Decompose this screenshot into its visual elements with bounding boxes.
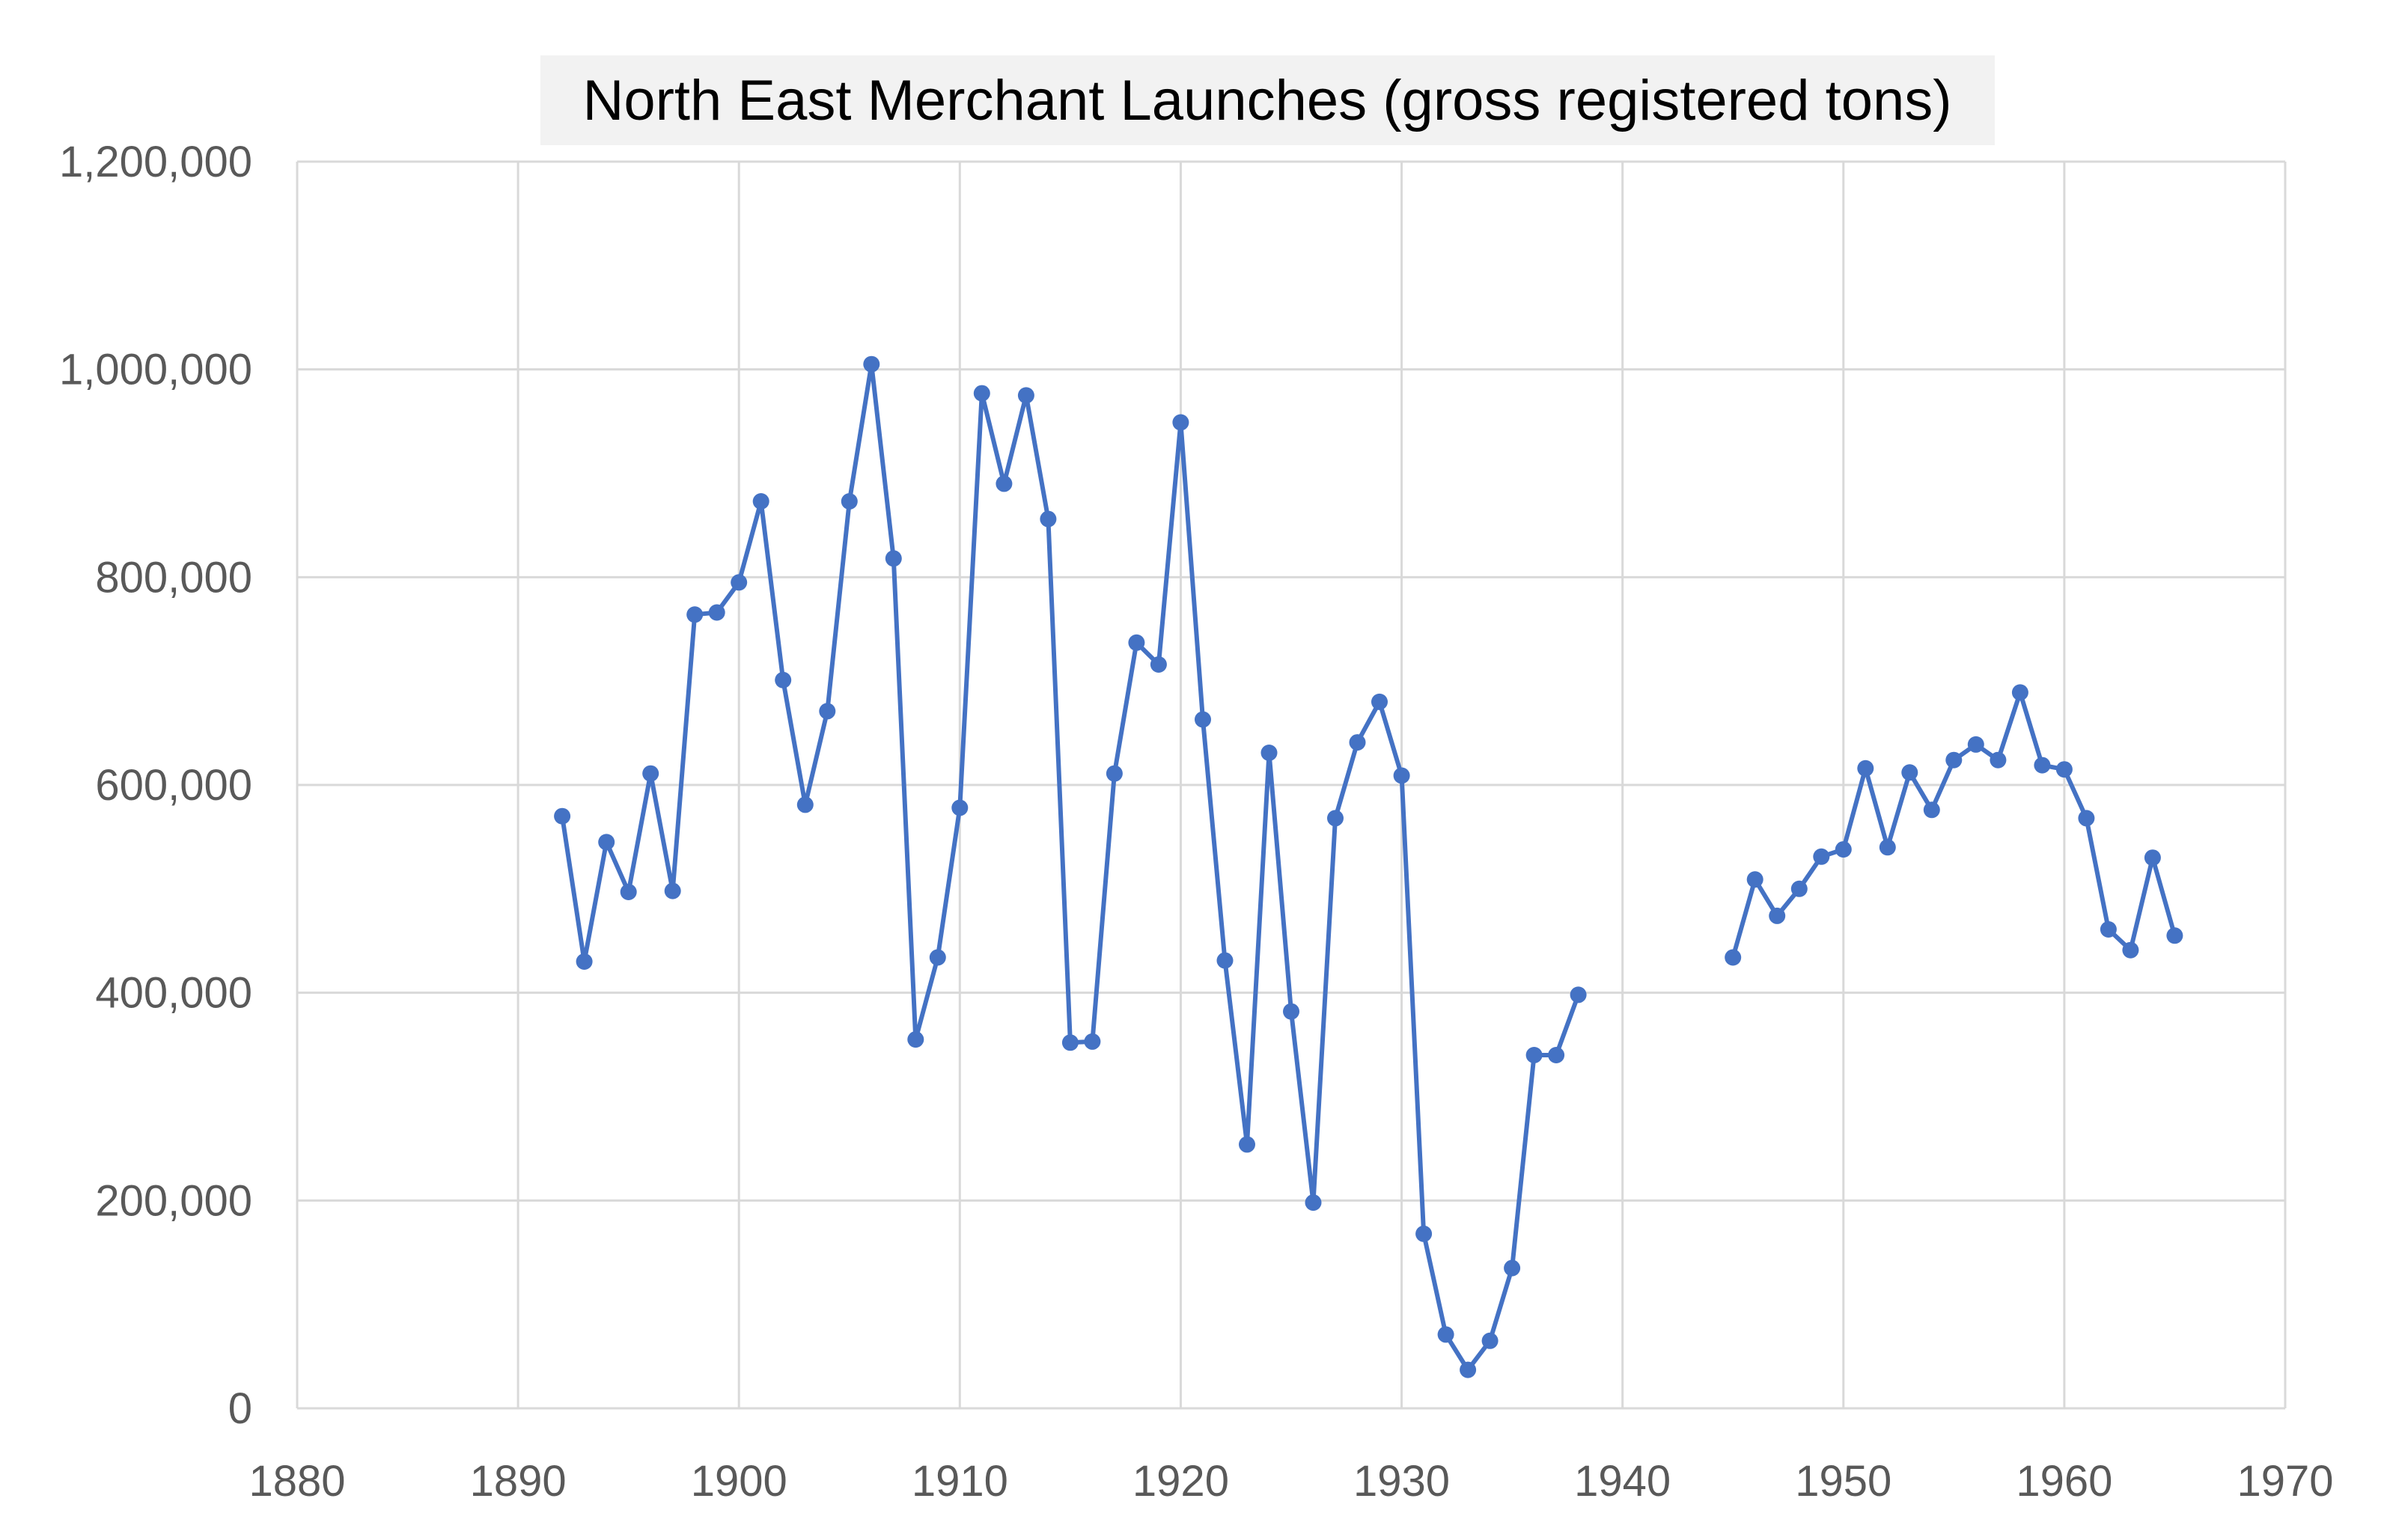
data-point xyxy=(1790,880,1808,897)
data-point xyxy=(1481,1332,1499,1349)
y-tick-label: 600,000 xyxy=(95,761,252,810)
data-point xyxy=(1371,693,1388,710)
data-point xyxy=(1769,907,1786,924)
data-point xyxy=(1061,1034,1079,1051)
data-point xyxy=(1172,414,1189,431)
data-point xyxy=(1216,952,1234,969)
data-point xyxy=(996,475,1013,492)
data-point xyxy=(907,1031,924,1048)
data-point xyxy=(554,807,571,825)
data-point xyxy=(1305,1194,1322,1211)
data-point xyxy=(863,355,880,373)
data-point xyxy=(664,882,681,899)
x-tick-label: 1950 xyxy=(1795,1457,1891,1506)
data-point xyxy=(973,385,990,402)
series-markers xyxy=(554,355,2183,1378)
data-point xyxy=(1327,810,1344,827)
data-point xyxy=(2122,941,2139,959)
series-line-segment xyxy=(1731,690,2177,960)
series-line-segment xyxy=(560,361,1581,1372)
data-point xyxy=(598,834,615,851)
data-point xyxy=(686,606,704,623)
data-point xyxy=(1570,986,1587,1003)
data-point xyxy=(642,765,659,782)
y-tick-label: 200,000 xyxy=(95,1176,252,1225)
data-point xyxy=(1128,634,1145,651)
data-point xyxy=(1017,387,1034,404)
data-point xyxy=(1923,801,1940,819)
data-point xyxy=(2166,927,2183,944)
data-point xyxy=(1835,841,1852,858)
data-point xyxy=(775,671,792,688)
data-point xyxy=(2055,761,2073,778)
data-point xyxy=(1525,1047,1543,1063)
data-point xyxy=(1260,745,1278,761)
data-point xyxy=(1239,1136,1255,1153)
x-tick-label: 1920 xyxy=(1132,1457,1229,1506)
series-line xyxy=(560,361,2177,1372)
data-point xyxy=(708,604,725,621)
data-point xyxy=(885,550,902,567)
data-point xyxy=(1901,764,1918,781)
data-point xyxy=(1437,1326,1454,1343)
data-point xyxy=(2144,849,2161,867)
data-point xyxy=(1813,848,1830,865)
y-tick-label: 400,000 xyxy=(95,969,252,1018)
y-tick-label: 1,000,000 xyxy=(59,346,252,394)
x-tick-label: 1900 xyxy=(691,1457,787,1506)
x-tick-label: 1960 xyxy=(2016,1457,2112,1506)
data-point xyxy=(731,574,748,591)
gridlines xyxy=(296,160,2287,1410)
data-point xyxy=(1106,765,1123,782)
data-point xyxy=(2100,921,2117,938)
data-point xyxy=(1150,656,1167,673)
data-point xyxy=(1857,760,1874,777)
x-tick-label: 1880 xyxy=(249,1457,345,1506)
data-point xyxy=(1746,871,1763,888)
data-point xyxy=(1283,1003,1299,1020)
data-point xyxy=(1349,734,1366,751)
data-point xyxy=(951,799,969,816)
data-point xyxy=(1945,751,1963,769)
x-tick-label: 1930 xyxy=(1353,1457,1450,1506)
data-point xyxy=(576,953,593,970)
data-point xyxy=(752,493,769,510)
data-point xyxy=(2078,810,2095,827)
data-point xyxy=(1725,949,1742,966)
data-point xyxy=(796,796,814,813)
data-point xyxy=(1504,1259,1521,1277)
x-tick-label: 1970 xyxy=(2237,1457,2333,1506)
data-point xyxy=(620,884,637,900)
chart-title-background xyxy=(540,55,1995,145)
x-tick-label: 1940 xyxy=(1574,1457,1671,1506)
data-point xyxy=(1393,767,1410,784)
data-point xyxy=(1990,751,2007,769)
x-tick-label: 1890 xyxy=(470,1457,567,1506)
data-point xyxy=(1195,711,1211,728)
data-point xyxy=(1967,736,1984,753)
y-tick-label: 800,000 xyxy=(95,553,252,602)
y-axis-tick-labels: 0 200,000 400,000 600,000 800,000 1,000,000 1,… xyxy=(59,138,252,1433)
data-point xyxy=(819,703,836,720)
data-point xyxy=(841,493,858,510)
x-tick-label: 1910 xyxy=(912,1457,1008,1506)
data-point xyxy=(2034,757,2051,774)
data-point xyxy=(1415,1225,1433,1242)
x-axis-tick-labels: 1880 1890 1900 1910 1920 1930 1940 1950 1960 1970 xyxy=(249,1457,2333,1506)
data-point xyxy=(1460,1361,1477,1378)
data-point xyxy=(2011,684,2028,701)
data-point xyxy=(1040,510,1057,528)
data-point xyxy=(929,949,946,966)
data-point xyxy=(1084,1033,1101,1050)
data-point xyxy=(1879,839,1896,856)
y-tick-label: 0 xyxy=(228,1384,252,1433)
chart-title: North East Merchant Launches (gross regi… xyxy=(582,69,1951,132)
y-tick-label: 1,200,000 xyxy=(59,138,252,186)
data-point xyxy=(1548,1047,1565,1063)
